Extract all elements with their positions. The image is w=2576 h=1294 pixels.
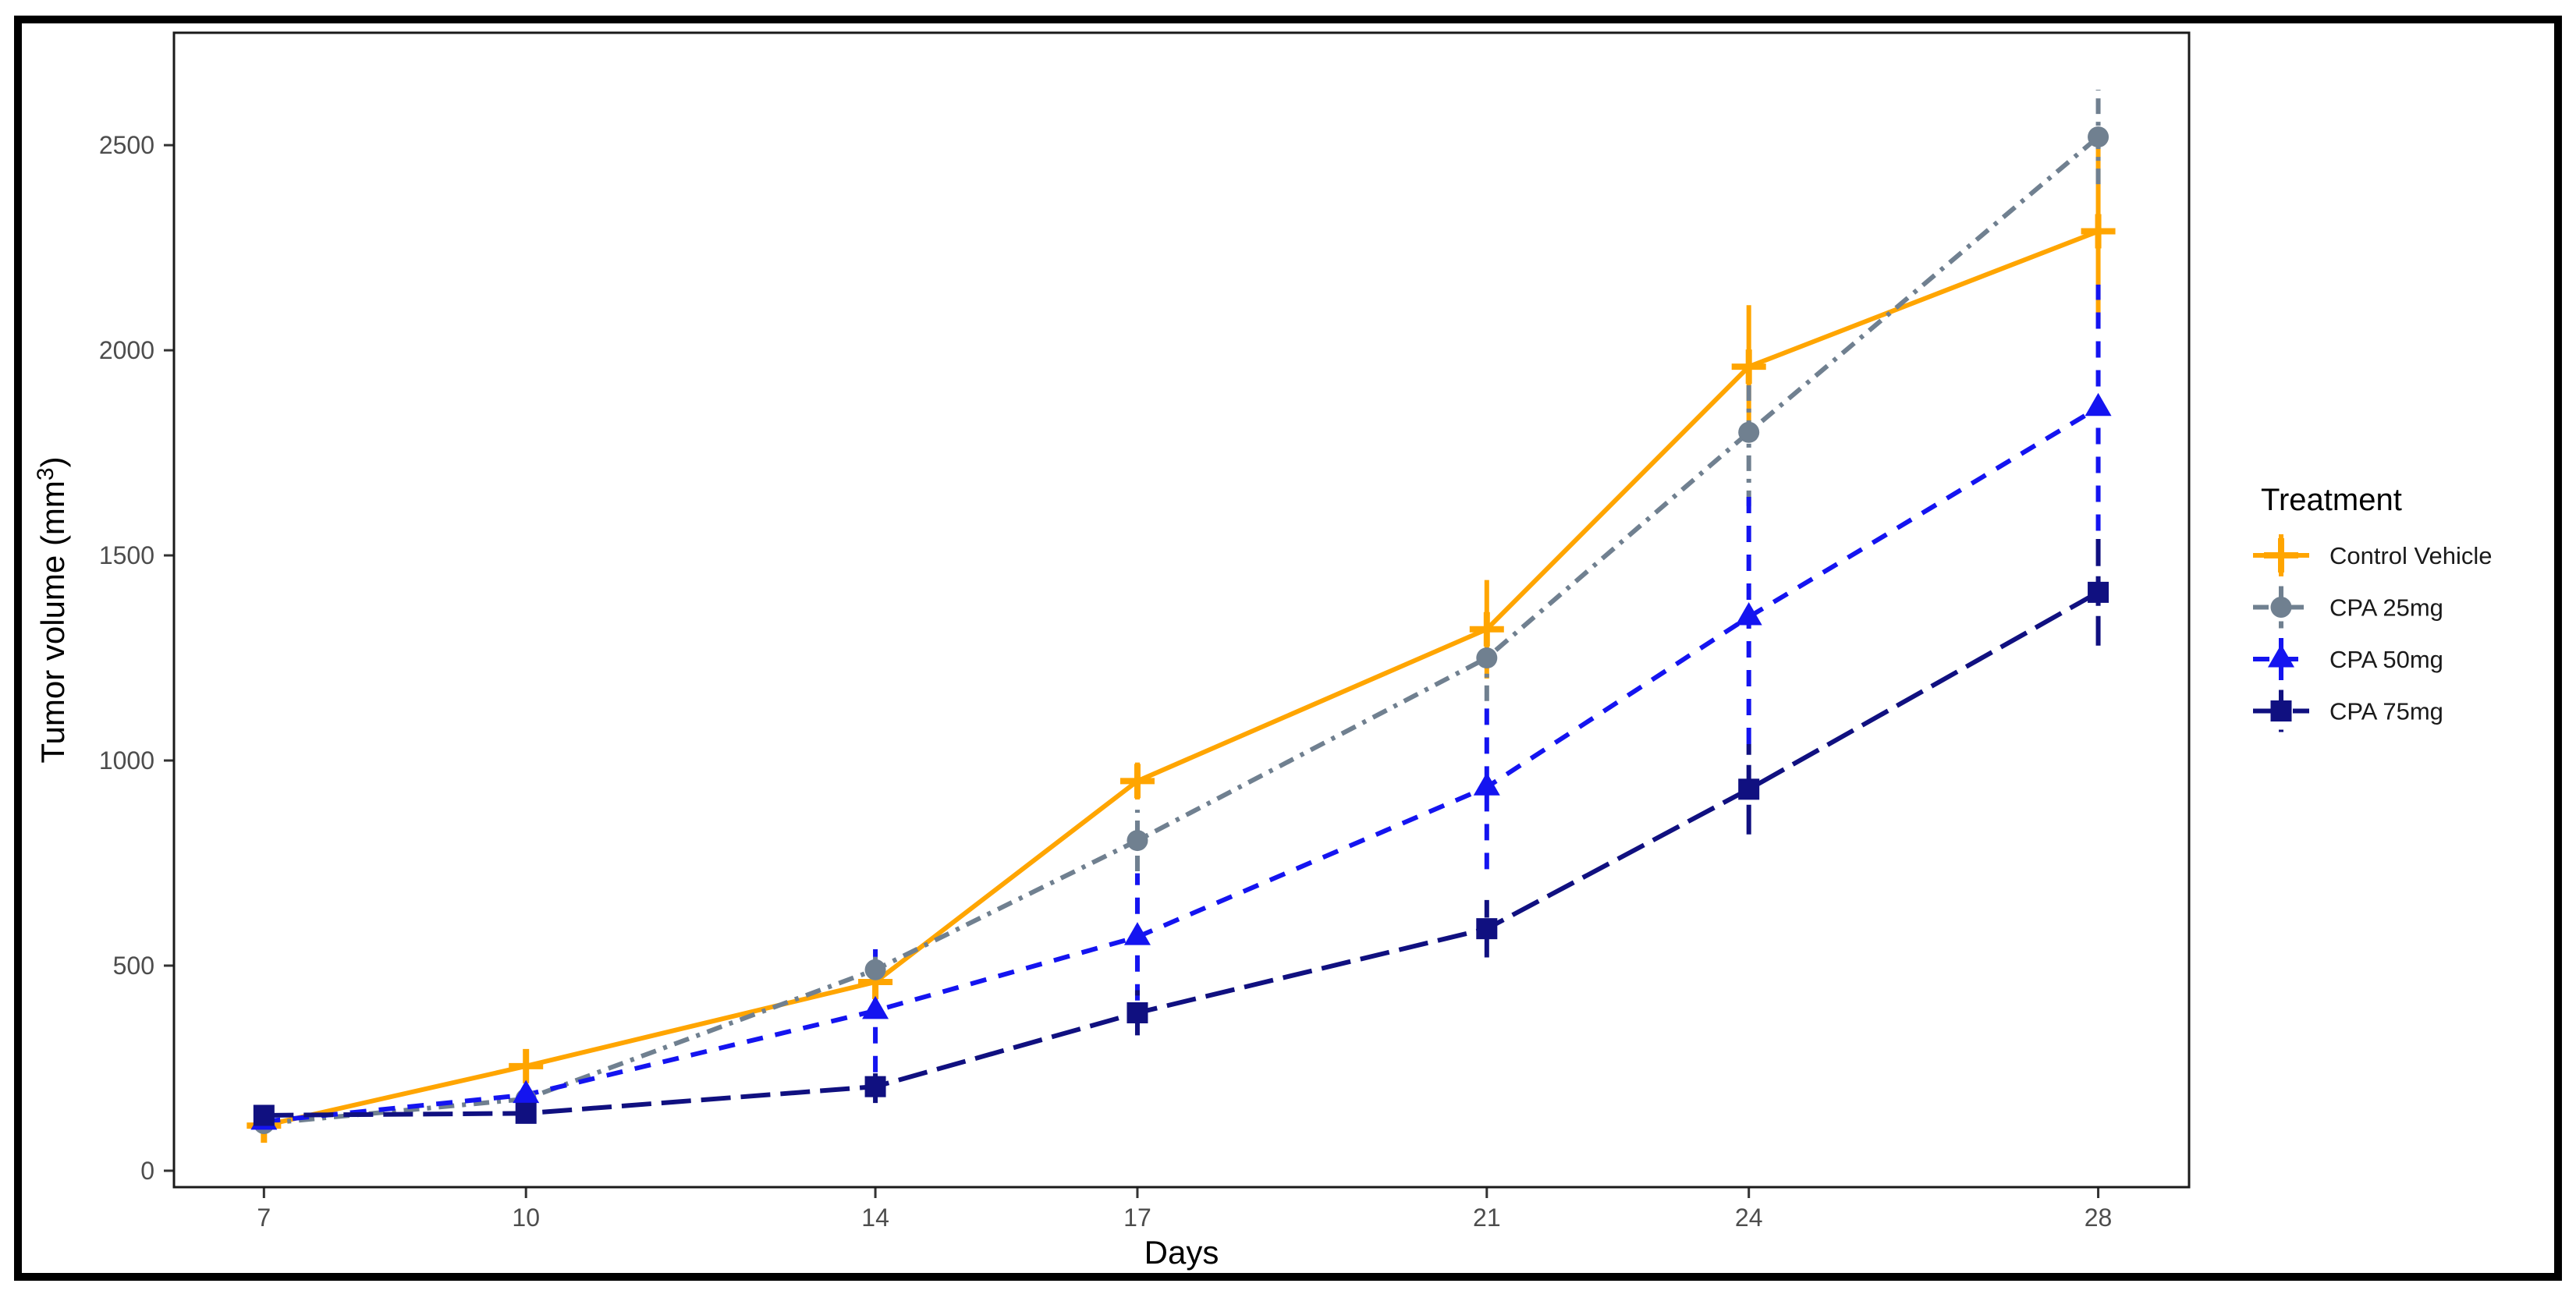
legend: Treatment Control Vehicle CPA 25mg CPA 50mg…	[2253, 483, 2493, 732]
legend-entry-cpa-25mg: CPA 25mg	[2253, 586, 2443, 629]
y-axis-title-superscript: 3	[33, 467, 59, 480]
data-point-marker-plus	[2264, 538, 2298, 573]
data-point-marker-square	[515, 1102, 537, 1124]
data-point-marker-circle	[2088, 126, 2109, 148]
x-tick-label: 28	[2085, 1204, 2113, 1232]
data-point-marker-plus	[1731, 349, 1766, 385]
x-tick-label: 21	[1473, 1204, 1501, 1232]
data-point-marker-circle	[1738, 421, 1760, 443]
y-tick-label: 2500	[99, 131, 154, 159]
data-point-marker-circle	[1476, 647, 1498, 669]
y-tick-label: 500	[113, 952, 154, 980]
points-layer	[247, 126, 2116, 1143]
data-point-marker-plus	[1469, 612, 1504, 647]
x-tick-label: 17	[1123, 1204, 1151, 1232]
legend-entry-control-vehicle: Control Vehicle	[2253, 534, 2493, 576]
data-point-marker-triangle	[862, 995, 889, 1019]
x-tick-label: 7	[257, 1204, 271, 1232]
y-axis: 0 500 1000 1500 2000 2500	[99, 131, 174, 1185]
y-tick-label: 1000	[99, 746, 154, 775]
data-point-marker-square	[2270, 700, 2292, 721]
data-point-marker-triangle	[1735, 601, 1762, 626]
x-axis-title: Days	[1144, 1234, 1219, 1271]
data-point-marker-plus	[2081, 214, 2116, 249]
data-point-marker-circle	[1127, 830, 1148, 852]
legend-entry-cpa-50mg: CPA 50mg	[2253, 638, 2443, 680]
data-point-marker-circle	[2270, 597, 2292, 618]
data-point-marker-triangle	[513, 1080, 540, 1104]
data-point-marker-triangle	[1473, 772, 1500, 796]
data-point-marker-plus	[1119, 764, 1155, 799]
series-points-cpa-75mg	[253, 581, 2109, 1126]
x-tick-label: 10	[512, 1204, 540, 1232]
legend-label: CPA 25mg	[2329, 594, 2443, 622]
data-point-marker-square	[864, 1076, 886, 1097]
plot-panel	[174, 33, 2189, 1187]
data-point-marker-circle	[864, 959, 886, 980]
y-axis-title-text: Tumor volume (mm	[34, 480, 71, 763]
data-point-marker-triangle	[2085, 392, 2112, 417]
data-point-marker-square	[1738, 778, 1760, 800]
legend-label: Control Vehicle	[2329, 542, 2493, 569]
data-point-marker-square	[253, 1104, 275, 1126]
y-tick-label: 1500	[99, 541, 154, 569]
legend-label: CPA 50mg	[2329, 646, 2443, 673]
x-tick-label: 14	[861, 1204, 889, 1232]
panel-border	[172, 31, 2191, 1189]
data-point-marker-square	[2088, 581, 2109, 603]
data-point-marker-square	[1476, 918, 1498, 940]
series-points-control-vehicle	[247, 214, 2116, 1143]
legend-title: Treatment	[2261, 483, 2402, 517]
x-tick-label: 24	[1735, 1204, 1763, 1232]
data-point-marker-plus	[509, 1048, 544, 1083]
data-point-marker-triangle	[2268, 644, 2294, 668]
legend-label: CPA 75mg	[2329, 698, 2443, 725]
legend-entry-cpa-75mg: CPA 75mg	[2253, 690, 2443, 732]
y-tick-label: 2000	[99, 336, 154, 364]
y-tick-label: 0	[140, 1157, 154, 1185]
data-point-marker-triangle	[1123, 922, 1151, 945]
y-axis-title: Tumor volume (mm3)	[33, 456, 71, 763]
y-axis-title-close: )	[34, 456, 71, 467]
x-axis: 7 10 14 17 21 24 28	[257, 1187, 2112, 1232]
data-point-marker-square	[1127, 1002, 1148, 1023]
